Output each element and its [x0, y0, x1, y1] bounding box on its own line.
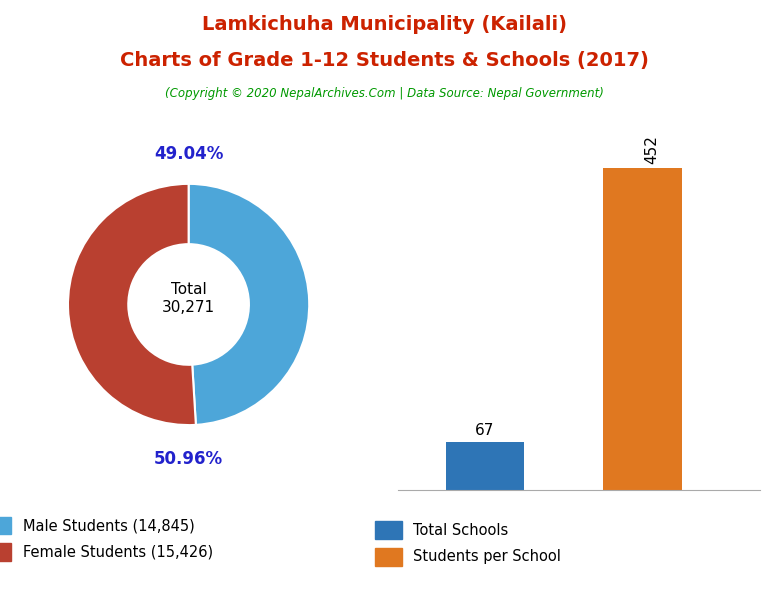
Text: Charts of Grade 1-12 Students & Schools (2017): Charts of Grade 1-12 Students & Schools … — [120, 51, 648, 70]
Bar — [603, 168, 682, 490]
Wedge shape — [68, 184, 196, 425]
Wedge shape — [189, 184, 310, 425]
Legend: Total Schools, Students per School: Total Schools, Students per School — [369, 515, 567, 571]
Text: 452: 452 — [644, 136, 659, 164]
Text: (Copyright © 2020 NepalArchives.Com | Data Source: Nepal Government): (Copyright © 2020 NepalArchives.Com | Da… — [164, 87, 604, 100]
Text: 49.04%: 49.04% — [154, 144, 223, 163]
Text: Lamkichuha Municipality (Kailali): Lamkichuha Municipality (Kailali) — [201, 15, 567, 34]
Legend: Male Students (14,845), Female Students (15,426): Male Students (14,845), Female Students … — [0, 511, 218, 567]
Text: 50.96%: 50.96% — [154, 450, 223, 468]
Text: Total
30,271: Total 30,271 — [162, 282, 215, 315]
Bar — [445, 442, 525, 490]
Text: 67: 67 — [475, 423, 495, 438]
